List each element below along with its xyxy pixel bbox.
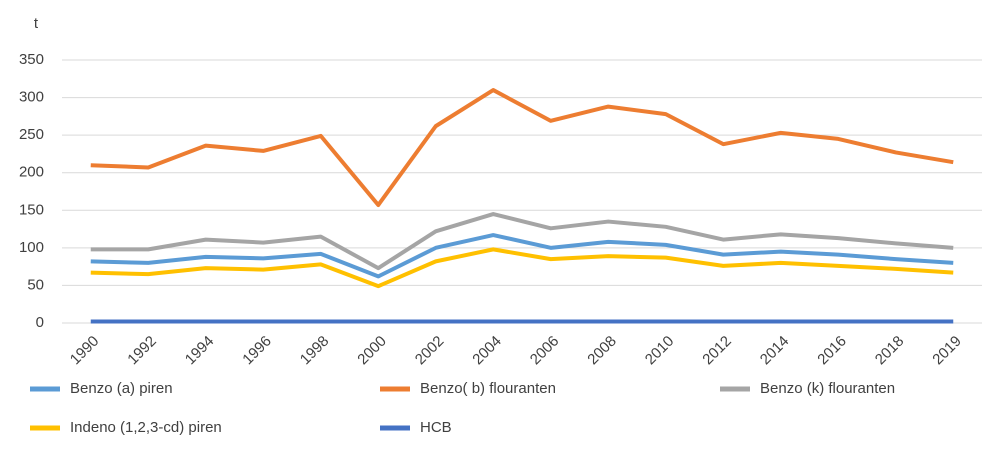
- y-tick-label: 350: [19, 51, 44, 68]
- x-tick-label: 2012: [699, 333, 735, 369]
- x-tick-label: 1990: [67, 333, 103, 369]
- y-tick-label: 50: [27, 276, 44, 293]
- x-tick-label: 2010: [642, 333, 678, 369]
- x-tick-label: 2006: [527, 333, 563, 369]
- x-tick-label: 1996: [239, 333, 275, 369]
- data-line: [90, 88, 954, 208]
- y-axis-label: t: [34, 15, 39, 32]
- x-tick-label: 1998: [297, 333, 333, 369]
- legend-label: HCB: [420, 419, 452, 436]
- x-tick-label: 2002: [412, 333, 448, 369]
- x-tick-label: 2018: [872, 333, 908, 369]
- y-tick-label: 250: [19, 126, 44, 143]
- legend-label: Indeno (1,2,3-cd) piren: [70, 419, 222, 436]
- x-tick-label: 2014: [757, 333, 793, 369]
- y-tick-label: 100: [19, 239, 44, 256]
- x-tick-label: 2016: [814, 333, 850, 369]
- x-tick-label: 1992: [124, 333, 160, 369]
- x-tick-label: 1994: [182, 333, 218, 369]
- legend-label: Benzo( b) flouranten: [420, 380, 556, 397]
- x-tick-label: 2000: [354, 333, 390, 369]
- legend-label: Benzo (k) flouranten: [760, 380, 895, 397]
- x-tick-label: 2004: [469, 333, 505, 369]
- x-tick-label: 2019: [929, 333, 965, 369]
- data-line: [90, 212, 954, 271]
- y-tick-label: 150: [19, 201, 44, 218]
- legend-label: Benzo (a) piren: [70, 380, 173, 397]
- y-tick-label: 300: [19, 89, 44, 106]
- x-tick-label: 2008: [584, 333, 620, 369]
- data-line: [90, 233, 954, 279]
- y-tick-label: 0: [36, 314, 44, 331]
- data-line: [90, 247, 954, 289]
- y-tick-label: 200: [19, 164, 44, 181]
